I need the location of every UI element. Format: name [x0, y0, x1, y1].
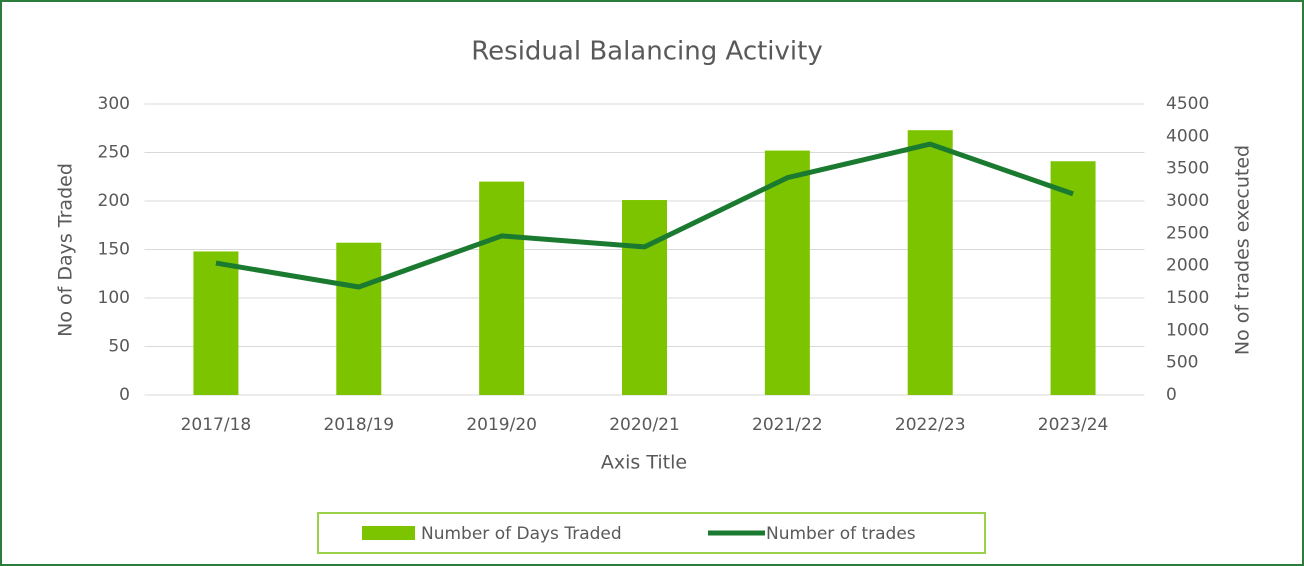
legend-label: Number of trades — [766, 524, 916, 544]
y2-tick-label: 3500 — [1166, 159, 1209, 179]
y-tick-label: 300 — [98, 94, 130, 114]
bar — [193, 251, 239, 395]
x-tick-label: 2023/24 — [1038, 415, 1109, 435]
y2-tick-label: 2000 — [1166, 256, 1209, 276]
y2-tick-label: 4500 — [1166, 94, 1209, 114]
x-tick-label: 2021/22 — [752, 415, 823, 435]
bar — [1050, 161, 1096, 395]
y-axis-title: No of Days Traded — [55, 163, 77, 337]
x-tick-label: 2022/23 — [895, 415, 966, 435]
y2-tick-label: 0 — [1166, 385, 1177, 405]
bar — [479, 181, 525, 395]
x-tick-label: 2017/18 — [181, 415, 252, 435]
legend-swatch — [362, 526, 415, 540]
y-tick-label: 50 — [108, 337, 130, 357]
bar — [622, 200, 667, 395]
y2-tick-label: 3000 — [1166, 191, 1209, 211]
y-tick-label: 200 — [98, 191, 130, 211]
x-axis-title: Axis Title — [601, 452, 687, 474]
legend-label: Number of Days Traded — [421, 524, 622, 544]
line-series — [215, 141, 1074, 290]
x-tick-label: 2018/19 — [323, 415, 394, 435]
y-tick-label: 250 — [98, 143, 130, 163]
y2-tick-label: 1500 — [1166, 288, 1209, 308]
y-tick-label: 100 — [98, 288, 130, 308]
legend-box — [317, 512, 986, 554]
y-tick-label: 150 — [98, 240, 130, 260]
bar — [336, 242, 382, 395]
x-tick-label: 2019/20 — [466, 415, 537, 435]
x-tick-label: 2020/21 — [609, 415, 680, 435]
y2-axis-title: No of trades executed — [1232, 145, 1254, 355]
y2-tick-label: 2500 — [1166, 223, 1209, 243]
y2-tick-label: 1000 — [1166, 320, 1209, 340]
y-tick-label: 0 — [119, 385, 130, 405]
y2-tick-label: 4000 — [1166, 126, 1209, 146]
bar — [764, 150, 810, 395]
chart-title: Residual Balancing Activity — [471, 37, 822, 67]
y2-tick-label: 500 — [1166, 353, 1198, 373]
bar — [907, 130, 953, 395]
